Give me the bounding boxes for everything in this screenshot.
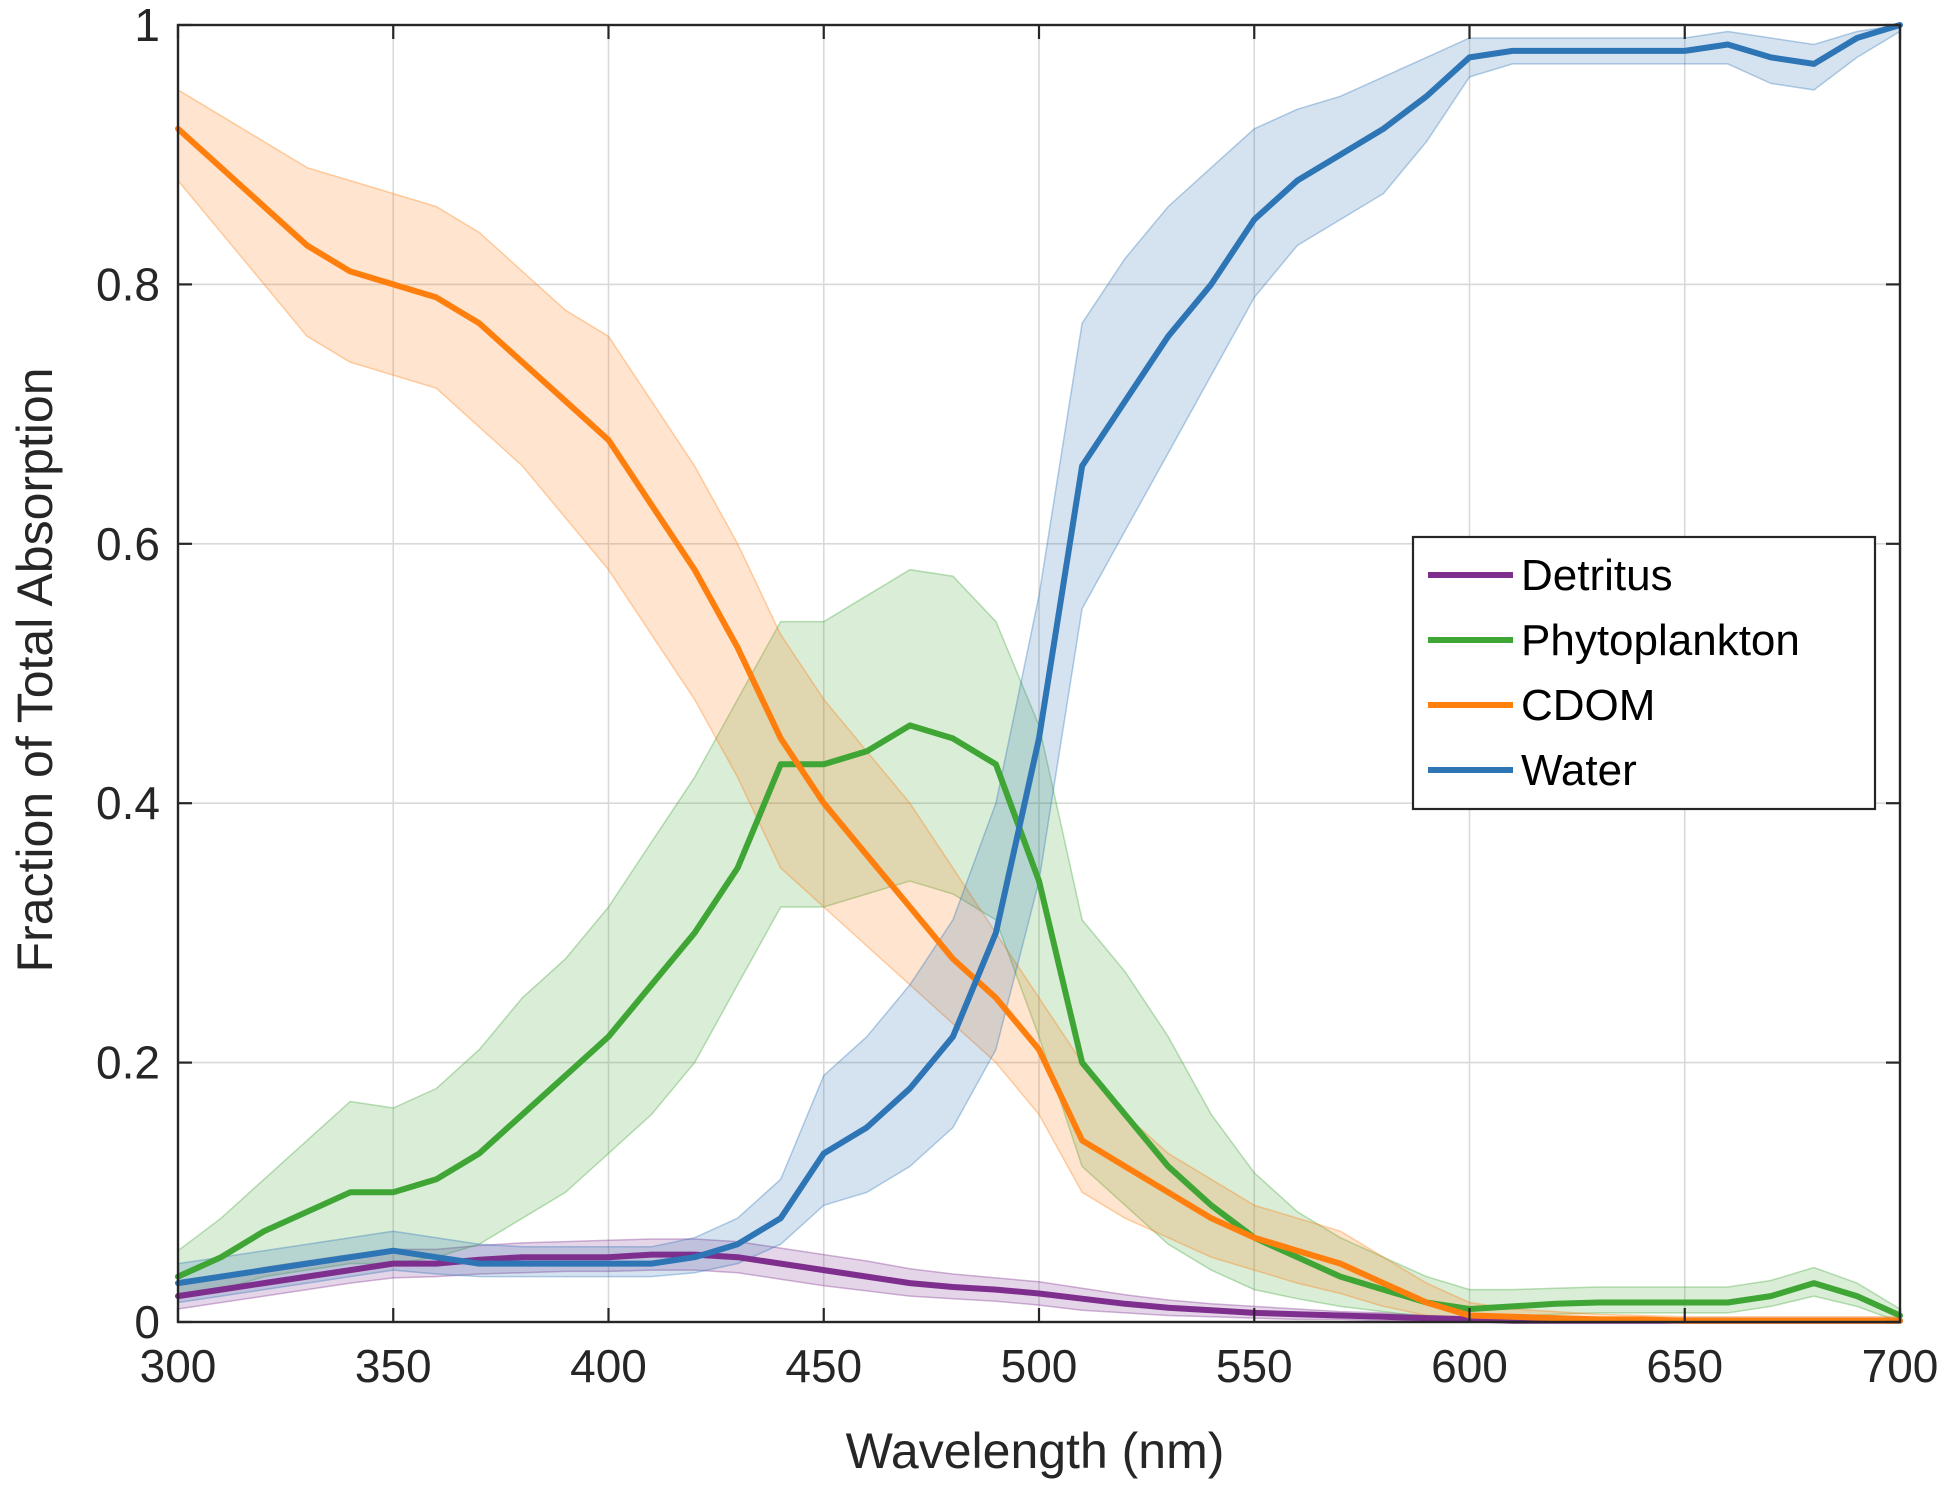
y-tick-label: 0 (134, 1296, 160, 1348)
x-tick-label: 450 (785, 1340, 862, 1392)
legend-box (1411, 535, 1877, 811)
y-tick-label: 0.4 (96, 777, 160, 829)
legend-label-detritus: Detritus (1521, 551, 1673, 600)
x-tick-label: 400 (570, 1340, 647, 1392)
y-tick-label: 0.2 (96, 1037, 160, 1089)
series-line-phytoplankton (175, 722, 1903, 1319)
y-axis-title: Fraction of Total Absorption (7, 368, 63, 973)
x-axis-title: Wavelength (nm) (846, 1423, 1225, 1479)
legend-label-cdom: CDOM (1521, 681, 1655, 730)
series-lines (175, 22, 1903, 1324)
x-tick-label: 650 (1646, 1340, 1723, 1392)
legend: Detritus Phytoplankton CDOM Water (1411, 535, 1877, 811)
x-tick-label: 600 (1431, 1340, 1508, 1392)
x-tick-label: 300 (140, 1340, 217, 1392)
x-tick-label: 550 (1216, 1340, 1293, 1392)
x-tick-label: 700 (1862, 1340, 1939, 1392)
legend-label-phytoplankton: Phytoplankton (1521, 616, 1800, 665)
y-tick-label: 1 (134, 0, 160, 51)
y-tick-label: 0.8 (96, 258, 160, 310)
legend-label-water: Water (1521, 746, 1637, 795)
series-line-water (175, 22, 1903, 1287)
x-tick-label: 500 (1001, 1340, 1078, 1392)
series-line-cdom (175, 125, 1903, 1324)
axes (176, 23, 1902, 1324)
tick-labels: 300 350 400 450 500 550 600 650 700 0 0.2 0.4 0.6 0.8… (96, 0, 1938, 1392)
x-tick-label: 350 (355, 1340, 432, 1392)
y-tick-label: 0.6 (96, 518, 160, 570)
